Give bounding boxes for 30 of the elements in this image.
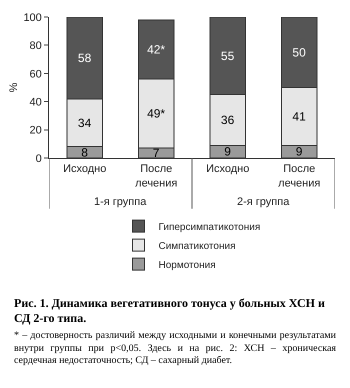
text: 2-я группа [237,196,290,208]
legend-label: Гиперсимпатикотония [158,222,260,233]
data-label: 7 [152,146,160,160]
data-label: 36 [220,112,235,127]
data-label: 8 [81,145,88,160]
y-tick-label: 80 [30,40,42,52]
legend-label: Нормотония [158,260,216,271]
data-label: 55 [220,48,235,63]
x-tick-label: После лечения [278,163,320,190]
legend-label: Симпатикотония [158,240,236,252]
y-tick-label: 100 [23,12,42,24]
data-label: 42* [147,42,166,56]
y-tick-label: 0 [36,152,42,165]
text: * – достоверность различий между исходными и конечными результатами внутри группы при p<0,05. Здесь и на рис. 2: ХСН – хроническая сердечная недостаточность; СД – сахарный диабет. [14,330,336,368]
y-tick-label: 60 [30,68,42,80]
data-label: 34 [78,116,92,130]
y-axis-title: % [8,82,20,92]
text: Рис. 1. Динамика вегетативного тонуса у больных ХСН и СД 2-го типа. [14,296,326,326]
data-label: 58 [78,50,92,65]
data-label: 50 [292,45,306,60]
data-label: 41 [292,109,306,124]
y-tick-label: 40 [30,96,42,108]
data-label: 49* [147,106,166,121]
y-tick-label: 20 [30,124,42,137]
data-label: 9 [296,144,303,159]
x-tick-label: Исходно [206,163,250,176]
x-tick-label: После лечения [135,163,178,190]
data-label: 9 [224,144,232,159]
x-tick-label: Исходно [63,163,106,176]
text: 1-я группа [94,196,148,208]
